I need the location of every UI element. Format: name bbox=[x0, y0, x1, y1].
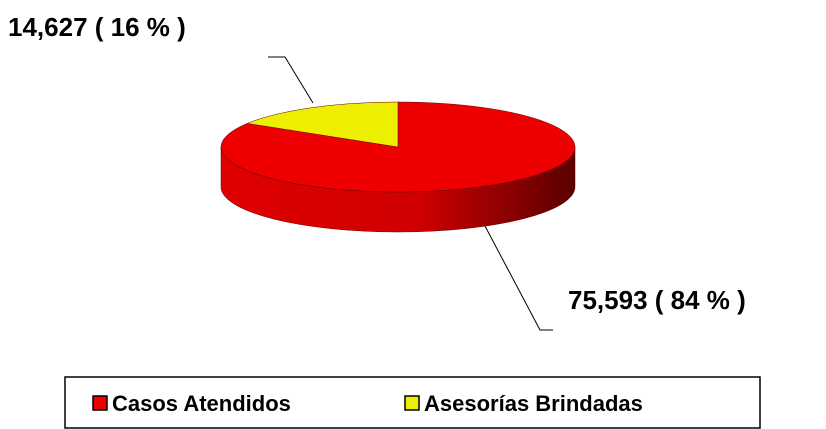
data-label: 75,593 ( 84 % ) bbox=[568, 285, 746, 315]
leader-line bbox=[484, 225, 553, 331]
pie-slice bbox=[246, 101, 399, 148]
legend-swatch bbox=[404, 395, 420, 411]
legend-swatch bbox=[92, 395, 108, 411]
legend-label: Asesorías Brindadas bbox=[424, 391, 643, 416]
data-label: 14,627 ( 16 % ) bbox=[8, 12, 186, 42]
leader-line bbox=[268, 56, 314, 104]
legend-label: Casos Atendidos bbox=[112, 391, 291, 416]
